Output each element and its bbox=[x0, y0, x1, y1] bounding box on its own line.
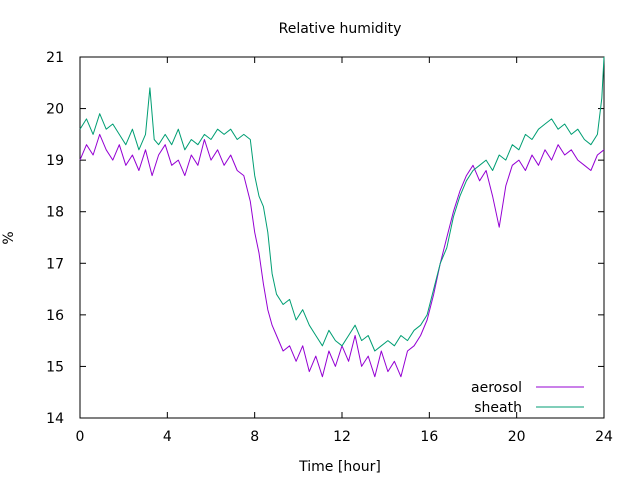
x-tick-label: 20 bbox=[508, 429, 526, 445]
y-axis-label: % bbox=[1, 231, 17, 244]
legend-label-sheath: sheath bbox=[474, 400, 522, 416]
x-tick-label: 16 bbox=[420, 429, 438, 445]
y-tick-label: 21 bbox=[46, 50, 64, 66]
x-tick-label: 4 bbox=[163, 429, 172, 445]
x-tick-label: 24 bbox=[595, 429, 613, 445]
legend-label-aerosol: aerosol bbox=[471, 380, 522, 396]
series-line-aerosol bbox=[79, 133, 605, 378]
y-tick-label: 15 bbox=[46, 359, 64, 375]
y-tick-label: 19 bbox=[46, 153, 64, 169]
y-tick-label: 20 bbox=[46, 102, 64, 118]
legend: aerosol sheath bbox=[471, 380, 584, 416]
y-tick-label: 17 bbox=[46, 256, 64, 272]
plot-frame bbox=[79, 56, 605, 419]
y-tick-label: 16 bbox=[46, 308, 64, 324]
chart-title: Relative humidity bbox=[279, 21, 402, 37]
series-line-sheath bbox=[79, 56, 605, 352]
x-tick-label: 8 bbox=[250, 429, 259, 445]
y-tick-label: 14 bbox=[46, 411, 64, 427]
series-layer bbox=[79, 56, 605, 378]
axis-ticks: 0 4 8 12 16 20 24 14 15 16 17 18 19 20 21 bbox=[46, 50, 613, 445]
y-tick-label: 18 bbox=[46, 205, 64, 221]
x-axis-label: Time [hour] bbox=[298, 459, 381, 475]
x-tick-label: 0 bbox=[76, 429, 85, 445]
x-tick-label: 12 bbox=[333, 429, 351, 445]
